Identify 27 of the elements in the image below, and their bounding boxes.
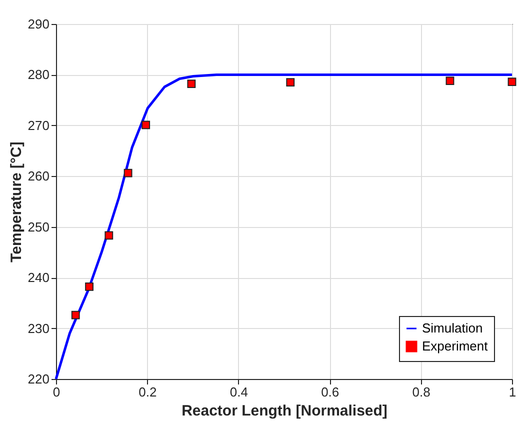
- x-tick-label: 0.4: [230, 384, 248, 400]
- point: [187, 80, 196, 88]
- legend-label: Experiment: [422, 338, 488, 354]
- x-tick-label: 0.8: [412, 384, 430, 400]
- point: [446, 76, 454, 86]
- y-tick-label: 260: [28, 168, 50, 184]
- point: [104, 231, 114, 240]
- y-tick-label: 230: [28, 320, 50, 336]
- point: [85, 282, 94, 291]
- y-tick-label: 220: [28, 372, 50, 386]
- point: [124, 168, 132, 178]
- y-tick-label: 290: [28, 16, 50, 32]
- y-axis-title: Temperature [°C]: [8, 142, 25, 262]
- x-tick-label: 1: [508, 384, 516, 400]
- x-tick-label: 0.2: [138, 384, 157, 400]
- point: [286, 78, 295, 87]
- point: [142, 120, 150, 130]
- y-tick-label: 240: [28, 270, 50, 286]
- x-tick-label: 0: [52, 384, 60, 400]
- legend-label: Simulation: [422, 320, 483, 336]
- y-tick-label: 250: [28, 219, 50, 234]
- point: [508, 78, 516, 86]
- point: [71, 310, 80, 320]
- y-tick-label: 280: [28, 67, 50, 82]
- x-axis-title: Reactor Length [Normalised]: [182, 402, 388, 420]
- x-tick-label: 0.6: [321, 384, 340, 400]
- y-tick-label: 270: [28, 118, 50, 133]
